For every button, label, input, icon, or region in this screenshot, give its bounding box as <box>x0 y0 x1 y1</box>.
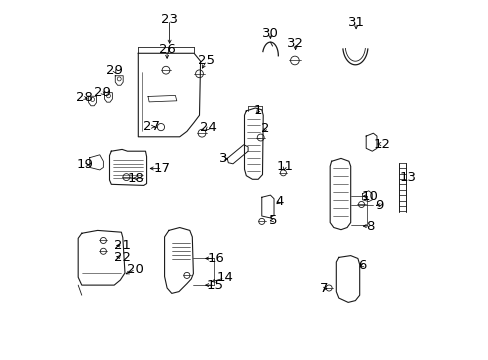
Text: 5: 5 <box>268 214 277 227</box>
Text: 2: 2 <box>261 122 269 135</box>
Text: 8: 8 <box>366 220 374 233</box>
Text: 18: 18 <box>127 172 144 185</box>
Text: 13: 13 <box>399 171 416 184</box>
Text: 14: 14 <box>216 271 233 284</box>
Text: 23: 23 <box>161 13 178 26</box>
Text: 1: 1 <box>253 104 262 117</box>
Text: 27: 27 <box>143 120 160 133</box>
Text: 25: 25 <box>198 54 215 67</box>
Text: 20: 20 <box>127 263 144 276</box>
Text: 3: 3 <box>218 152 227 165</box>
Text: 29: 29 <box>105 64 122 77</box>
Text: 22: 22 <box>114 251 131 264</box>
Text: 32: 32 <box>286 37 304 50</box>
Text: 12: 12 <box>373 138 390 150</box>
Text: 16: 16 <box>207 252 224 265</box>
Text: 28: 28 <box>76 91 93 104</box>
Text: 17: 17 <box>154 162 171 175</box>
Text: 11: 11 <box>276 160 293 173</box>
Text: 15: 15 <box>206 279 223 292</box>
Text: 26: 26 <box>158 43 175 56</box>
Text: 24: 24 <box>200 121 217 134</box>
Text: 21: 21 <box>114 239 131 252</box>
Text: 31: 31 <box>347 16 364 29</box>
Text: 7: 7 <box>319 282 327 295</box>
Text: 6: 6 <box>358 259 366 272</box>
Text: 10: 10 <box>361 190 377 203</box>
Text: 19: 19 <box>77 158 94 171</box>
Text: 29: 29 <box>94 86 110 99</box>
Text: 9: 9 <box>375 199 383 212</box>
Text: 30: 30 <box>262 27 278 40</box>
Text: 4: 4 <box>275 195 284 208</box>
